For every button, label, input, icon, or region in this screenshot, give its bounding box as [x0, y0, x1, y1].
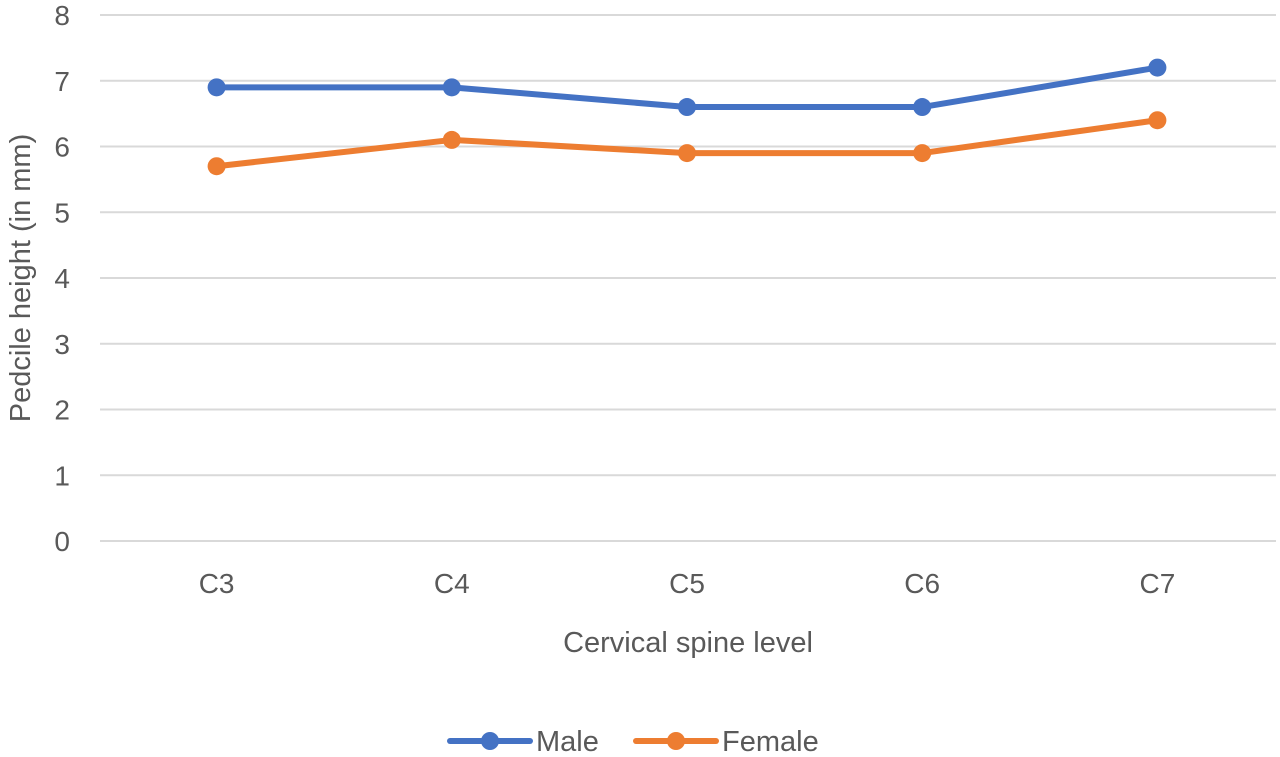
- data-point: [1148, 111, 1167, 130]
- x-axis-ticks: C3 C4 C5 C6 C7: [199, 568, 1176, 599]
- x-tick-label: C3: [199, 568, 235, 599]
- data-point: [207, 157, 226, 176]
- legend-marker: [667, 732, 685, 750]
- y-tick-label: 7: [54, 66, 70, 97]
- y-tick-label: 4: [54, 263, 70, 294]
- data-point: [913, 98, 932, 117]
- legend-marker: [481, 732, 499, 750]
- y-tick-label: 0: [54, 526, 70, 557]
- legend-label: Female: [722, 726, 819, 757]
- series-male: [207, 58, 1167, 117]
- y-tick-label: 5: [54, 197, 70, 228]
- gridlines: [100, 14, 1276, 542]
- legend-item: Female: [633, 726, 819, 757]
- series-female: [207, 111, 1167, 176]
- data-point: [1148, 58, 1167, 77]
- data-point: [678, 144, 696, 163]
- y-tick-label: 1: [54, 460, 70, 491]
- x-tick-label: C7: [1140, 568, 1176, 599]
- data-point: [442, 130, 461, 149]
- x-tick-label: C6: [904, 568, 940, 599]
- y-tick-label: 2: [54, 395, 70, 426]
- data-point: [442, 78, 461, 97]
- x-tick-label: C4: [434, 568, 470, 599]
- legend: Male Female: [447, 726, 819, 757]
- series-lines: [207, 58, 1167, 176]
- data-point: [207, 78, 226, 97]
- y-tick-label: 3: [54, 329, 70, 360]
- x-axis-title: Cervical spine level: [563, 627, 813, 659]
- legend-item: Male: [447, 726, 599, 757]
- legend-label: Male: [536, 726, 599, 757]
- y-axis-ticks: 0 1 2 3 4 5 6 7 8: [54, 0, 70, 557]
- y-axis-title: Pedcile height (in mm): [5, 134, 37, 423]
- y-tick-label: 6: [54, 132, 70, 163]
- y-tick-label: 8: [54, 0, 70, 31]
- data-point: [913, 144, 932, 163]
- data-point: [678, 98, 696, 117]
- x-tick-label: C5: [669, 568, 705, 599]
